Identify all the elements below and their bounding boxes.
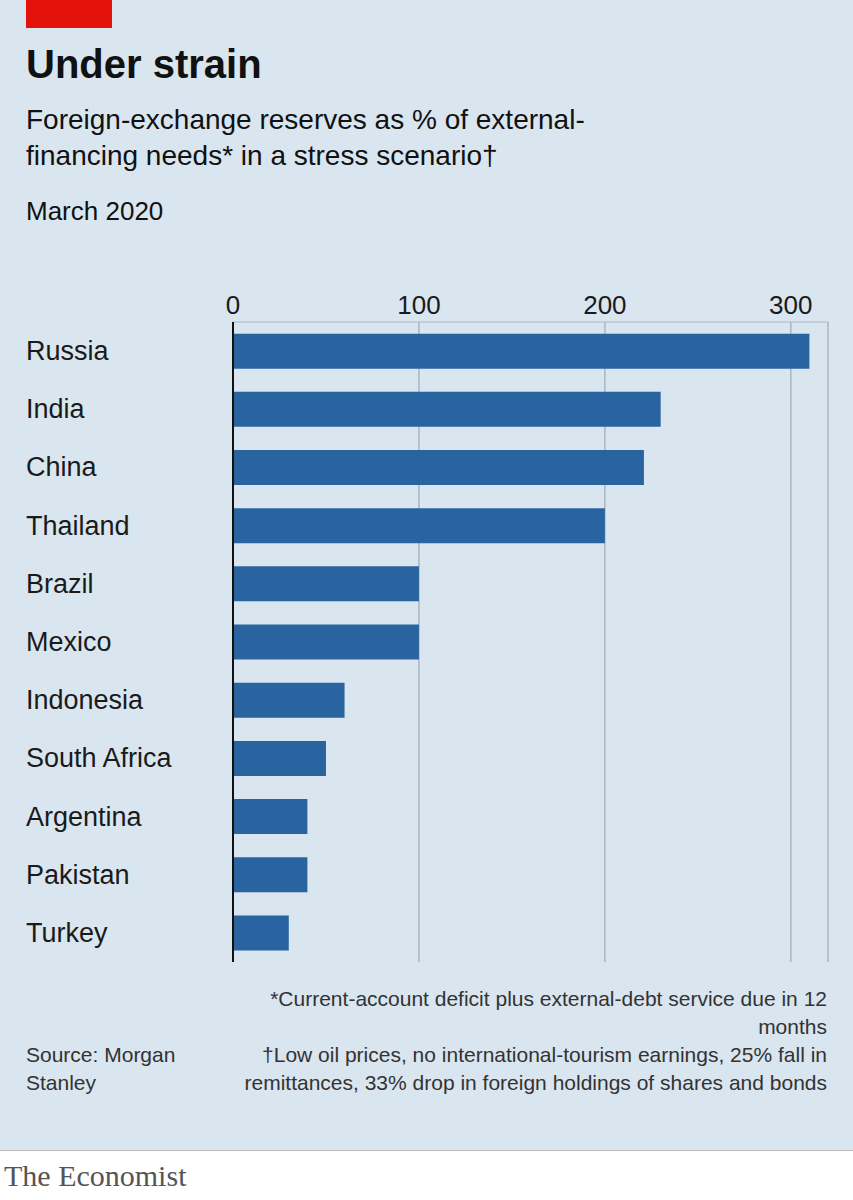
svg-text:Indonesia: Indonesia	[26, 685, 144, 715]
svg-text:South Africa: South Africa	[26, 743, 173, 773]
html-text:March 2020: March 2020	[26, 196, 164, 226]
svg-text:Mexico: Mexico	[26, 627, 112, 657]
svg-text:Turkey: Turkey	[26, 918, 108, 948]
svg-text:200: 200	[583, 290, 626, 320]
svg-text:Russia: Russia	[26, 336, 110, 366]
svg-text:China: China	[26, 452, 98, 482]
html-text:The Economist: The Economist	[4, 1159, 187, 1192]
svg-text:Brazil: Brazil	[26, 569, 94, 599]
svg-text:Thailand: Thailand	[26, 511, 130, 541]
svg-text:Argentina: Argentina	[26, 802, 143, 832]
svg-text:100: 100	[397, 290, 440, 320]
html-text:†Low oil prices, no internatio: †Low oil prices, no international-touris…	[244, 1043, 827, 1094]
html-text:Under strain: Under strain	[26, 42, 262, 86]
html-text:Source: Morgan Stanley: Source: Morgan Stanley	[26, 1043, 176, 1094]
html-text:*Current-account deficit plus: *Current-account deficit plus external-d…	[270, 987, 827, 1038]
svg-text:300: 300	[769, 290, 812, 320]
svg-text:Pakistan: Pakistan	[26, 860, 130, 890]
html-text:Foreign-exchange reserves as %: Foreign-exchange reserves as % of extern…	[26, 104, 585, 171]
svg-text:0: 0	[226, 290, 240, 320]
svg-text:India: India	[26, 394, 86, 424]
